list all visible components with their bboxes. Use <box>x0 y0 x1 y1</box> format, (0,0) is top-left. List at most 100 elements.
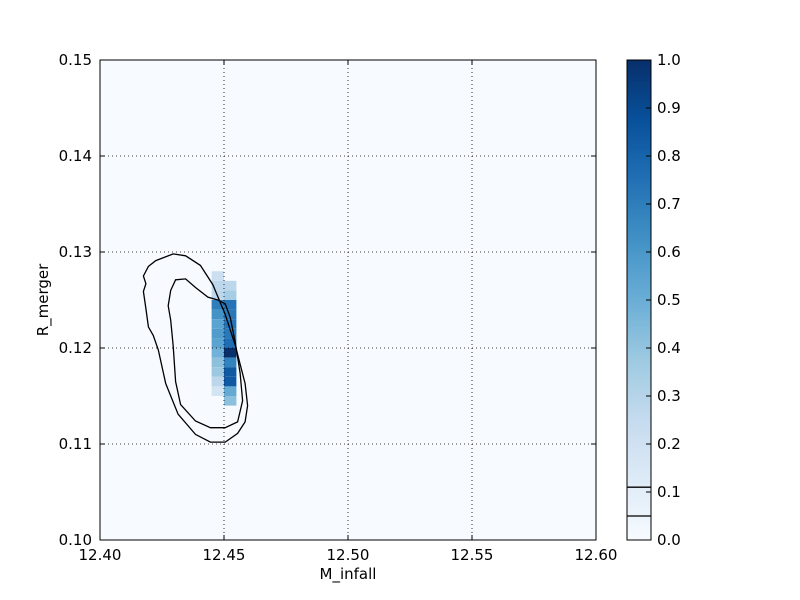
x-tick-label: 12.60 <box>575 546 618 564</box>
colorbar-segment <box>627 390 651 393</box>
colorbar-segment <box>627 510 651 513</box>
heatmap-cell <box>211 300 224 310</box>
colorbar-segment <box>627 140 651 143</box>
colorbar-segment <box>627 270 651 273</box>
colorbar-segment <box>627 152 651 155</box>
colorbar-segment <box>627 154 651 157</box>
colorbar-segment <box>627 480 651 483</box>
colorbar-tick-label: 0.2 <box>657 435 681 453</box>
colorbar-segment <box>627 172 651 175</box>
colorbar-segment <box>627 168 651 171</box>
colorbar-segment <box>627 216 651 219</box>
colorbar-segment <box>627 282 651 285</box>
colorbar-segment <box>627 514 651 517</box>
colorbar-segment <box>627 450 651 453</box>
colorbar-segment <box>627 220 651 223</box>
grid-lines <box>100 60 596 540</box>
colorbar-segment <box>627 162 651 165</box>
colorbar-segment <box>627 296 651 299</box>
colorbar-segment <box>627 376 651 379</box>
colorbar-segment <box>627 308 651 311</box>
colorbar-segment <box>627 538 651 541</box>
colorbar-segment <box>627 202 651 205</box>
colorbar-segment <box>627 264 651 267</box>
colorbar-segment <box>627 532 651 535</box>
colorbar-segment <box>627 400 651 403</box>
colorbar-segment <box>627 408 651 411</box>
colorbar-segment <box>627 314 651 317</box>
colorbar-segment <box>627 68 651 71</box>
heatmap-cell <box>211 376 224 387</box>
colorbar-tick-label: 1.0 <box>657 51 681 69</box>
colorbar-segment <box>627 536 651 539</box>
colorbar-segment <box>627 336 651 339</box>
colorbar-segment <box>627 410 651 413</box>
colorbar-segment <box>627 428 651 431</box>
colorbar-segment <box>627 424 651 427</box>
colorbar-segment <box>627 500 651 503</box>
colorbar-segment <box>627 446 651 449</box>
colorbar-segment <box>627 300 651 303</box>
colorbar-segment <box>627 130 651 133</box>
colorbar-segment <box>627 192 651 195</box>
colorbar-segment <box>627 448 651 451</box>
heatmap-cell <box>211 309 224 320</box>
colorbar-segment <box>627 98 651 101</box>
colorbar-segment <box>627 306 651 309</box>
y-tick-label: 0.12 <box>59 339 92 357</box>
colorbar-segment <box>627 262 651 265</box>
colorbar-segment <box>627 132 651 135</box>
colorbar-segment <box>627 370 651 373</box>
colorbar-segment <box>627 456 651 459</box>
colorbar-tick-label: 0.3 <box>657 387 681 405</box>
heatmap-cell <box>224 290 237 300</box>
colorbar-segment <box>627 156 651 159</box>
colorbar-tick-label: 0.5 <box>657 291 681 309</box>
colorbar-segment <box>627 276 651 279</box>
colorbar-segment <box>627 528 651 531</box>
heatmap-cell <box>224 338 237 348</box>
heatmap-cell <box>211 328 224 339</box>
colorbar-segment <box>627 436 651 439</box>
colorbar-segment <box>627 76 651 79</box>
colorbar-segment <box>627 120 651 123</box>
x-axis: 12.40 12.45 12.50 12.55 12.60 <box>79 60 618 564</box>
colorbar-segment <box>627 458 651 461</box>
colorbar-segment <box>627 196 651 199</box>
colorbar-segment <box>627 236 651 239</box>
colorbar-segment <box>627 214 651 217</box>
heatmap-cell <box>224 328 237 339</box>
colorbar-segment <box>627 166 651 169</box>
colorbar-segment <box>627 78 651 81</box>
colorbar-segment <box>627 206 651 209</box>
colorbar-segment <box>627 508 651 511</box>
colorbar-segment <box>627 148 651 151</box>
colorbar-segment <box>627 110 651 113</box>
colorbar-segment <box>627 384 651 387</box>
colorbar-segment <box>627 190 651 193</box>
colorbar-segment <box>627 412 651 415</box>
colorbar-segment <box>627 478 651 481</box>
colorbar-segment <box>627 226 651 229</box>
colorbar-segment <box>627 492 651 495</box>
colorbar-segment <box>627 496 651 499</box>
colorbar-segment <box>627 66 651 69</box>
colorbar-segment <box>627 346 651 349</box>
colorbar-segment <box>627 286 651 289</box>
colorbar-segment <box>627 366 651 369</box>
colorbar-segment <box>627 198 651 201</box>
contour-line <box>167 278 244 429</box>
colorbar-segment <box>627 64 651 67</box>
colorbar-segment <box>627 342 651 345</box>
colorbar-segment <box>627 248 651 251</box>
colorbar-segment <box>627 108 651 111</box>
colorbar-segment <box>627 362 651 365</box>
x-axis-label: M_infall <box>320 565 377 584</box>
colorbar-segment <box>627 138 651 141</box>
colorbar-segment <box>627 74 651 77</box>
x-tick-label: 12.50 <box>327 546 370 564</box>
colorbar-segment <box>627 488 651 491</box>
colorbar-segment <box>627 102 651 105</box>
colorbar-segment <box>627 250 651 253</box>
colorbar-segment <box>627 116 651 119</box>
